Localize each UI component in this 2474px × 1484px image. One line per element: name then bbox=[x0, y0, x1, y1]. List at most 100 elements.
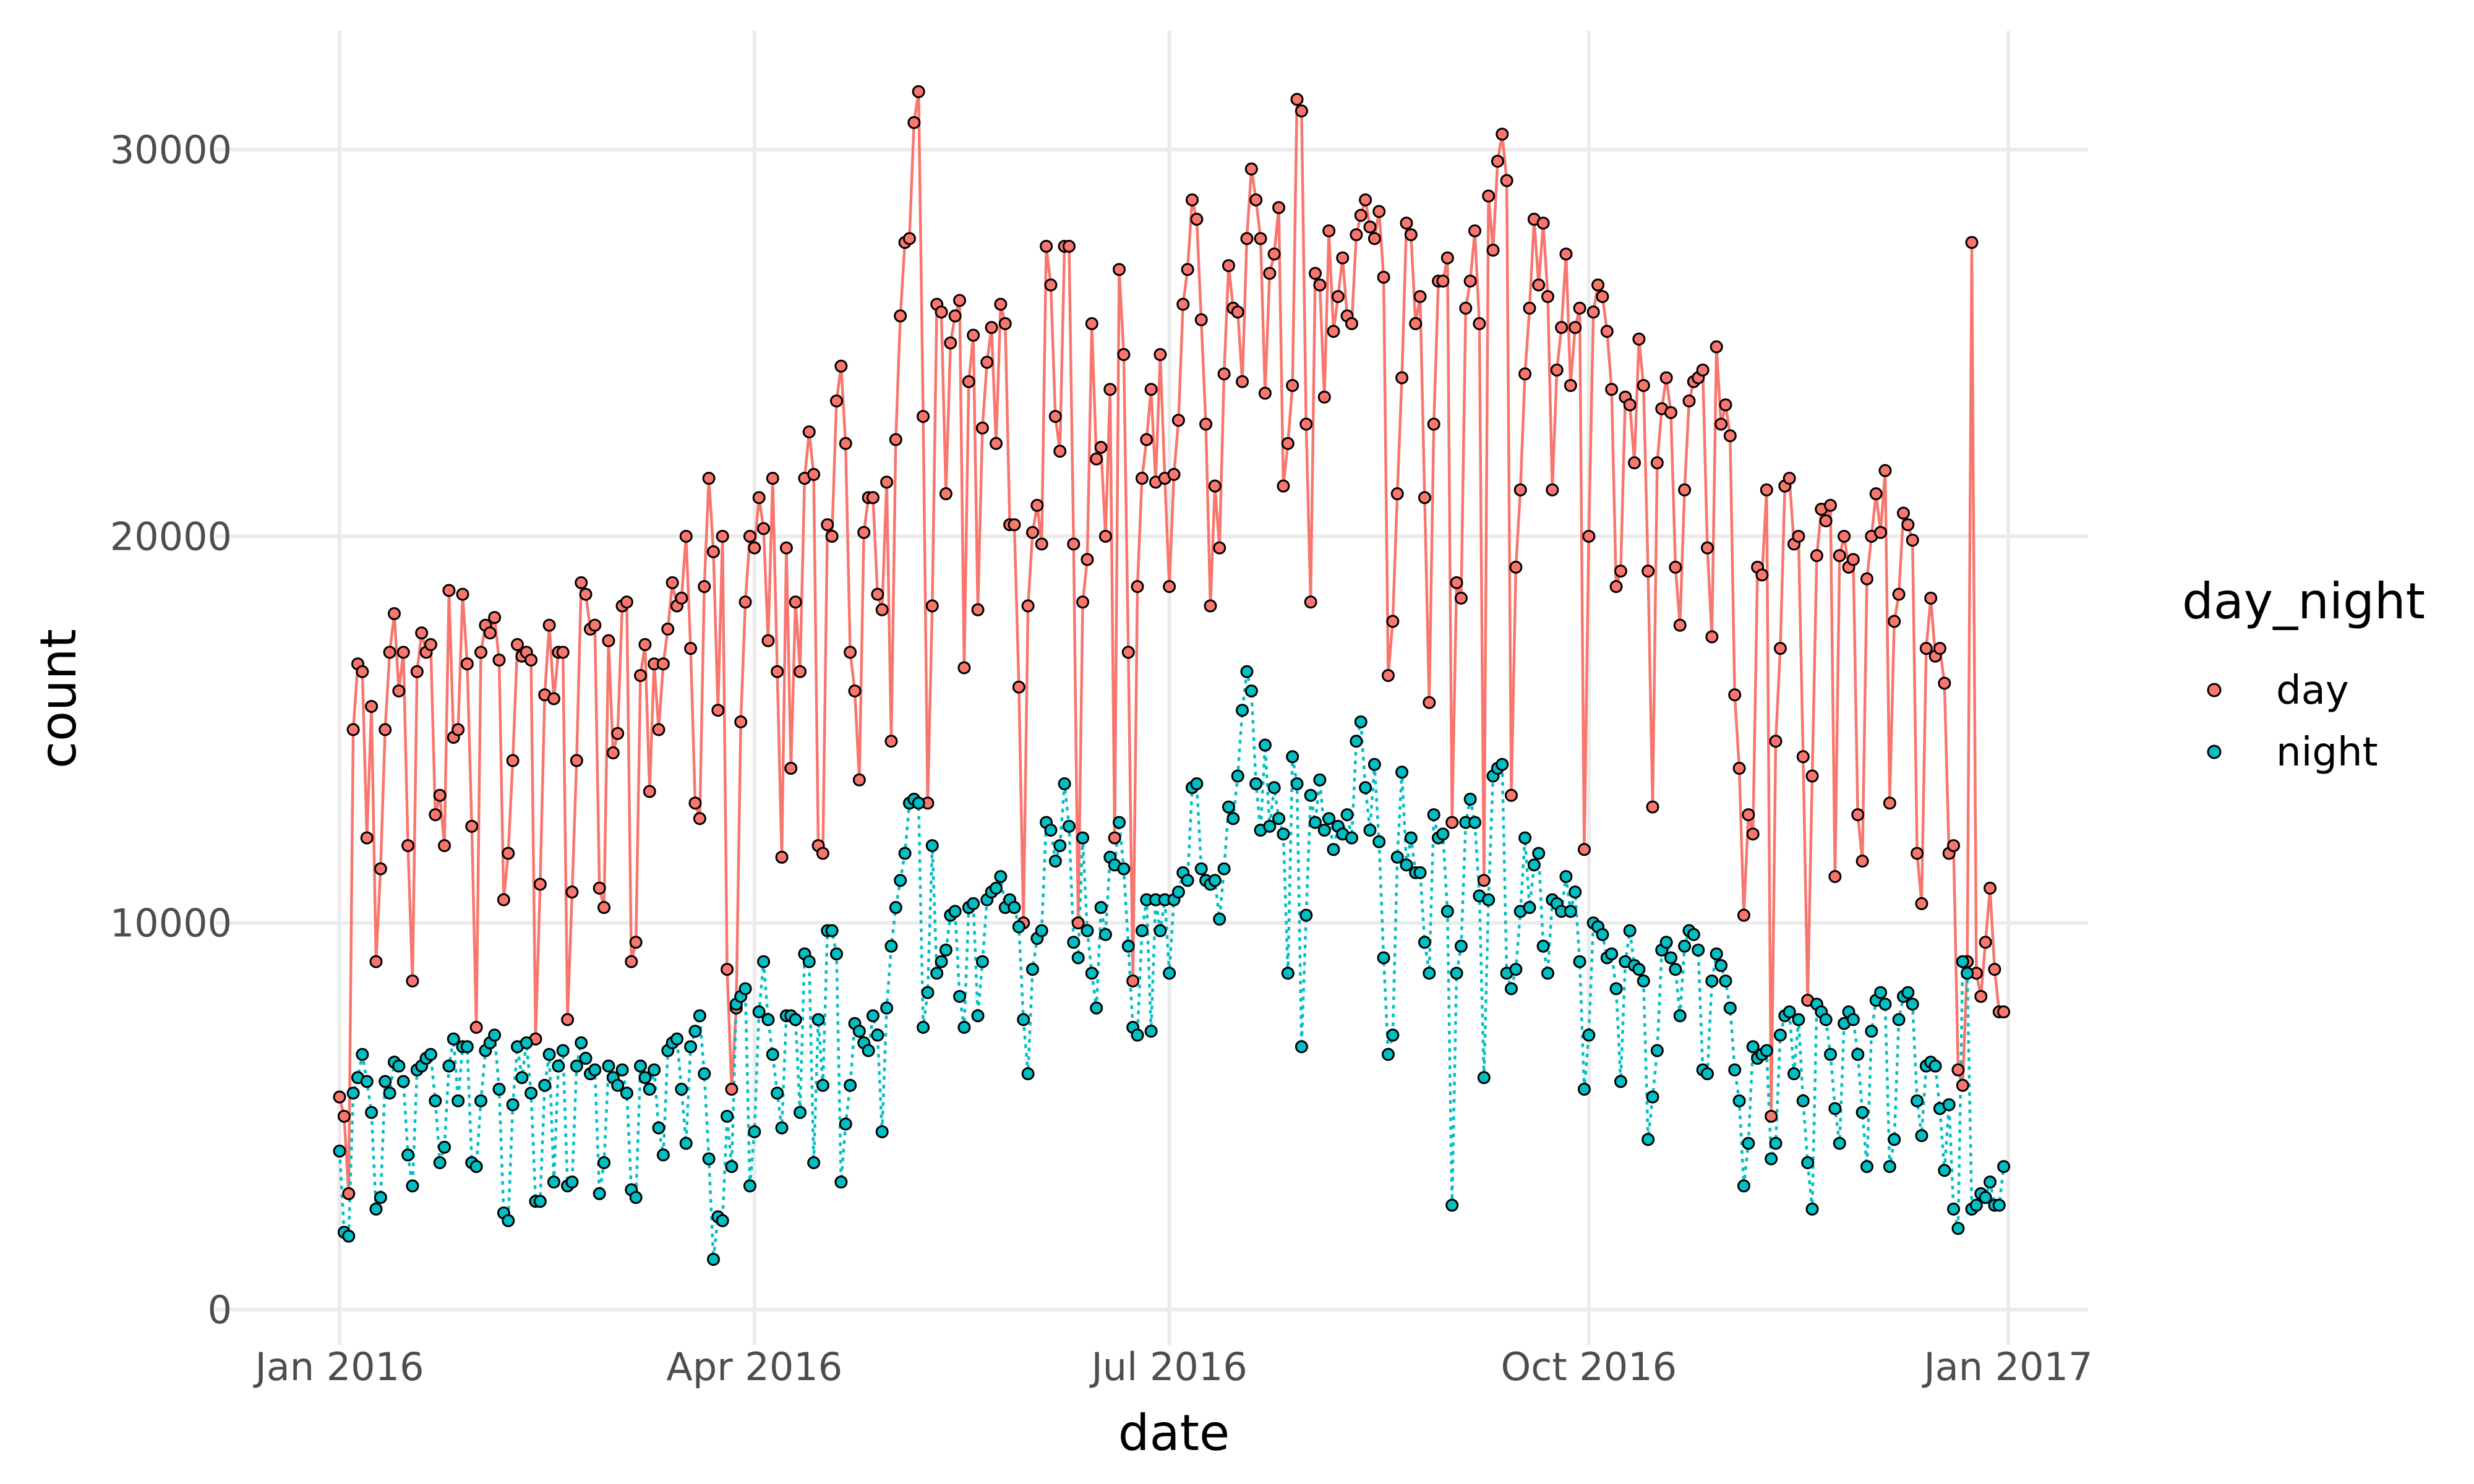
data-point-night bbox=[684, 1040, 698, 1054]
data-point-day bbox=[1705, 630, 1719, 644]
data-point-day bbox=[533, 877, 547, 891]
data-point-day bbox=[834, 359, 848, 373]
data-point-night bbox=[638, 1071, 652, 1085]
series-line-day bbox=[338, 90, 2004, 1195]
data-point-night bbox=[1236, 704, 1249, 717]
data-point-night bbox=[1760, 1044, 1773, 1057]
data-point-night bbox=[1181, 874, 1194, 887]
data-point-night bbox=[374, 1191, 387, 1205]
data-point-night bbox=[1231, 769, 1244, 783]
data-point-night bbox=[1222, 800, 1235, 814]
data-point-day bbox=[666, 576, 679, 589]
data-point-night bbox=[1942, 1098, 1956, 1112]
data-point-day bbox=[1833, 549, 1846, 563]
data-point-day bbox=[994, 297, 1008, 311]
data-point-night bbox=[1992, 1198, 2006, 1212]
data-point-day bbox=[1596, 290, 1609, 304]
data-point-day bbox=[1131, 580, 1144, 594]
data-point-night bbox=[1746, 1040, 1760, 1054]
data-point-night bbox=[839, 1117, 852, 1131]
data-point-day bbox=[1591, 278, 1605, 292]
data-point-night bbox=[1796, 1094, 1810, 1107]
data-point-day bbox=[1062, 239, 1076, 253]
data-point-day bbox=[502, 846, 515, 860]
data-point-night bbox=[971, 1009, 985, 1023]
data-point-night bbox=[1345, 831, 1358, 845]
data-point-day bbox=[721, 963, 734, 976]
data-point-day bbox=[980, 356, 994, 369]
data-point-night bbox=[1518, 831, 1532, 845]
data-point-day bbox=[1915, 897, 1928, 910]
data-point-day bbox=[1372, 205, 1386, 218]
data-point-night bbox=[643, 1083, 656, 1096]
data-point-day bbox=[438, 839, 452, 853]
data-point-day bbox=[1773, 642, 1787, 655]
data-point-day bbox=[629, 936, 643, 949]
data-point-night bbox=[1609, 982, 1623, 996]
data-point-day bbox=[716, 529, 729, 543]
data-point-night bbox=[1669, 963, 1682, 976]
data-point-day bbox=[1440, 251, 1454, 265]
data-point-night bbox=[533, 1195, 547, 1208]
data-point-night bbox=[1035, 924, 1048, 937]
data-point-day bbox=[962, 375, 975, 388]
data-point-night bbox=[1805, 1202, 1819, 1216]
data-point-day bbox=[1632, 332, 1646, 346]
data-point-day bbox=[1277, 479, 1290, 493]
data-point-day bbox=[1792, 529, 1805, 543]
data-point-day bbox=[1646, 800, 1659, 814]
data-point-day bbox=[360, 831, 374, 845]
data-point-night bbox=[1700, 1067, 1714, 1081]
data-point-night bbox=[1017, 1013, 1030, 1026]
data-point-day bbox=[1491, 155, 1504, 168]
data-point-day bbox=[889, 433, 902, 446]
data-point-night bbox=[1445, 1198, 1459, 1212]
data-point-day bbox=[606, 746, 620, 760]
data-point-day bbox=[1892, 587, 1906, 601]
data-point-night bbox=[1947, 1202, 1961, 1216]
data-point-night bbox=[1309, 816, 1322, 829]
data-point-night bbox=[1984, 1175, 1997, 1189]
data-point-night bbox=[442, 1059, 456, 1073]
data-point-day bbox=[1190, 213, 1204, 226]
y-axis-ticks: 0 10000 20000 30000 bbox=[110, 127, 232, 1333]
data-point-day bbox=[848, 684, 862, 697]
data-point-day bbox=[1459, 301, 1473, 315]
data-point-night bbox=[789, 1013, 802, 1026]
data-point-day bbox=[1582, 529, 1596, 543]
data-point-day bbox=[1486, 244, 1500, 257]
data-point-day bbox=[1956, 1078, 1969, 1092]
data-point-day bbox=[369, 955, 383, 968]
data-point-night bbox=[1249, 777, 1263, 791]
data-point-day bbox=[1313, 278, 1327, 292]
data-point-night bbox=[406, 1179, 419, 1193]
data-point-night bbox=[433, 1156, 447, 1169]
data-point-night bbox=[1906, 997, 1919, 1011]
data-point-day bbox=[1395, 371, 1409, 385]
data-point-day bbox=[1381, 668, 1395, 682]
data-point-day bbox=[1796, 750, 1810, 764]
data-point-night bbox=[1263, 819, 1277, 833]
data-point-night bbox=[1692, 943, 1705, 957]
data-point-day bbox=[1860, 572, 1873, 586]
data-point-day bbox=[524, 653, 538, 667]
data-point-day bbox=[894, 309, 907, 323]
data-point-day bbox=[1600, 325, 1614, 338]
data-point-day bbox=[510, 638, 524, 651]
data-point-night bbox=[917, 1021, 930, 1034]
data-point-night bbox=[871, 1028, 884, 1042]
data-point-night bbox=[1541, 966, 1554, 980]
data-point-day bbox=[1482, 189, 1496, 203]
data-point-night bbox=[1888, 1133, 1901, 1146]
data-point-night bbox=[356, 1047, 369, 1061]
data-point-night bbox=[816, 1078, 829, 1092]
data-point-night bbox=[602, 1059, 615, 1073]
data-point-night bbox=[1874, 986, 1888, 999]
data-point-night bbox=[1833, 1136, 1846, 1150]
data-point-day bbox=[939, 487, 952, 501]
data-point-night bbox=[1190, 777, 1204, 791]
data-point-day bbox=[1222, 259, 1235, 273]
data-point-day bbox=[1509, 560, 1523, 574]
data-point-day bbox=[1577, 843, 1591, 856]
